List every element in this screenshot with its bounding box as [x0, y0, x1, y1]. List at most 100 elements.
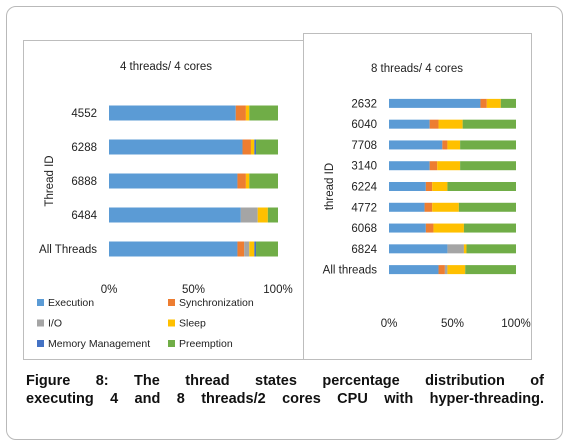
bar-all-threads-preemption: [465, 265, 516, 275]
category-label-all-threads: All Threads: [39, 244, 97, 256]
bar-6224-execution: [389, 182, 426, 191]
category-label-6040: 6040: [351, 119, 377, 131]
bar-7708-preemption: [460, 140, 516, 150]
bar-2632-preemption: [500, 98, 516, 108]
legend-label-synchronization: Synchronization: [179, 297, 254, 309]
y-axis-label: Thread ID: [44, 155, 56, 206]
x-tick-label-0: 0%: [101, 284, 118, 296]
bar-7708-execution: [389, 140, 443, 150]
bar-all-threads-preemption: [256, 241, 278, 257]
bar-4552-preemption: [249, 105, 278, 121]
chart-4-threads: 4 threads/ 4 cores Thread ID 4552 6288 6888 6…: [37, 61, 293, 350]
bar-6888-synchronization: [237, 173, 246, 189]
bar-6224-synchronization: [425, 182, 433, 191]
category-label-all-threads: All threads: [323, 265, 378, 277]
bar-6888-execution: [109, 173, 238, 189]
bar-all-threads-synchronization: [438, 265, 445, 275]
bar-2632-execution: [389, 98, 481, 108]
bar-6224-preemption: [447, 182, 516, 191]
bar-6068-preemption: [463, 223, 516, 233]
bar-6068-execution: [389, 223, 426, 233]
bar-6484-sleep: [257, 207, 268, 223]
bar-all-threads-i-o: [244, 241, 250, 257]
legend-label-execution: Execution: [48, 297, 94, 309]
category-label-6068: 6068: [351, 223, 377, 235]
bar-6484-i-o: [240, 207, 258, 223]
bar-all-threads-memory-management: [254, 241, 257, 257]
bar-6888-sleep: [245, 173, 250, 189]
bar-all-threads-synchronization: [237, 241, 245, 257]
legend-label-sleep: Sleep: [179, 318, 206, 330]
bar-6068-sleep: [433, 223, 464, 233]
x-tick-label-50: 50%: [182, 284, 205, 296]
y-axis-label: thread ID: [324, 163, 336, 210]
bar-6040-execution: [389, 119, 430, 129]
bar-all-threads-execution: [389, 265, 439, 275]
bar-6824-sleep: [463, 244, 467, 254]
legend-swatch-sleep: [168, 319, 175, 327]
bar-6224-sleep: [432, 182, 448, 191]
category-label-2632: 2632: [351, 98, 377, 110]
bar-4552-sleep: [245, 105, 250, 121]
chart-8-threads: 8 threads/ 4 cores thread ID 2632 6040 7708 3…: [323, 63, 531, 330]
x-tick-label-100: 100%: [263, 284, 292, 296]
bar-6040-synchronization: [429, 119, 439, 129]
legend-label-memory-management: Memory Management: [48, 338, 150, 350]
chart-4-threads-panel: 4 threads/ 4 cores Thread ID 4552 6288 6888 6…: [23, 40, 308, 360]
bar-4772-synchronization: [424, 202, 433, 212]
figure-caption: Figure 8: The thread states percentage d…: [26, 372, 544, 408]
chart-8-threads-panel: 8 threads/ 4 cores thread ID 2632 6040 7708 3…: [303, 33, 532, 360]
bar-6068-synchronization: [425, 223, 434, 233]
x-tick-label-100: 100%: [501, 318, 530, 330]
category-label-4772: 4772: [351, 202, 377, 214]
bar-3140-sleep: [437, 161, 461, 171]
bar-6824-execution: [389, 244, 448, 254]
bar-3140-preemption: [460, 161, 516, 171]
bar-7708-synchronization: [442, 140, 448, 150]
bar-all-threads-sleep: [447, 265, 466, 275]
bar-all-threads-i-o: [444, 265, 448, 275]
caption-line-1: Figure 8: The thread states percentage d…: [26, 373, 544, 389]
category-label-4552: 4552: [71, 108, 97, 120]
bar-3140-synchronization: [429, 161, 438, 171]
legend-label-preemption: Preemption: [179, 338, 233, 350]
chart-title: 4 threads/ 4 cores: [120, 61, 212, 73]
bar-4772-preemption: [458, 202, 516, 212]
bar-6040-preemption: [462, 119, 516, 129]
bar-7708-sleep: [447, 140, 461, 150]
legend-swatch-memory-management: [37, 340, 44, 347]
chart-title: 8 threads/ 4 cores: [371, 63, 463, 75]
bar-6824-i-o: [447, 244, 464, 254]
bar-3140-execution: [389, 161, 430, 171]
bar-6288-sleep: [250, 139, 255, 155]
category-label-6288: 6288: [71, 142, 97, 154]
bar-6040-sleep: [438, 119, 463, 129]
bar-6888-preemption: [249, 173, 278, 189]
legend-label-i-o: I/O: [48, 318, 62, 330]
category-label-6484: 6484: [71, 210, 97, 222]
bar-6288-memory-management: [254, 139, 257, 155]
bar-6484-execution: [109, 207, 241, 223]
bar-4552-execution: [109, 105, 236, 121]
bar-6288-preemption: [256, 139, 278, 155]
legend-swatch-i-o: [37, 319, 44, 327]
bar-all-threads-execution: [109, 241, 238, 257]
bar-2632-sleep: [486, 98, 501, 108]
bar-4772-execution: [389, 202, 425, 212]
bar-4772-sleep: [432, 202, 459, 212]
category-label-6888: 6888: [71, 176, 97, 188]
legend-swatch-synchronization: [168, 299, 175, 306]
bar-all-threads-sleep: [249, 241, 255, 257]
x-tick-label-50: 50%: [441, 318, 464, 330]
legend-swatch-preemption: [168, 340, 175, 347]
x-tick-label-0: 0%: [381, 318, 398, 330]
bar-6824-preemption: [466, 244, 516, 254]
category-label-7708: 7708: [351, 140, 377, 152]
category-label-6824: 6824: [351, 244, 377, 256]
category-label-3140: 3140: [351, 161, 377, 173]
caption-line-2: executing 4 and 8 threads/2 cores CPU wi…: [26, 391, 544, 407]
bar-6484-preemption: [267, 207, 278, 223]
bar-4552-synchronization: [235, 105, 246, 121]
bar-6288-synchronization: [242, 139, 251, 155]
category-label-6224: 6224: [351, 182, 377, 194]
